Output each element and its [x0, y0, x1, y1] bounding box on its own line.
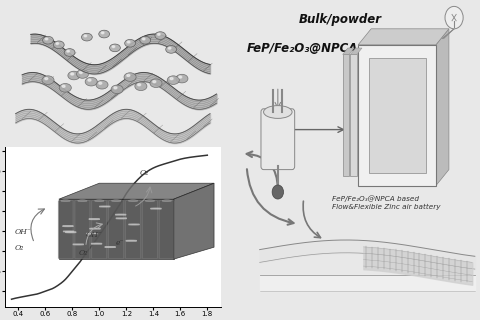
FancyBboxPatch shape: [58, 201, 73, 259]
Circle shape: [168, 47, 171, 49]
FancyBboxPatch shape: [109, 201, 124, 259]
Circle shape: [96, 80, 108, 89]
Circle shape: [63, 231, 74, 232]
Circle shape: [111, 85, 123, 94]
Circle shape: [157, 33, 160, 35]
Circle shape: [114, 87, 117, 89]
Circle shape: [167, 76, 180, 84]
Circle shape: [140, 36, 151, 44]
FancyBboxPatch shape: [343, 54, 349, 176]
Circle shape: [43, 36, 53, 44]
Polygon shape: [343, 48, 354, 54]
Circle shape: [151, 208, 161, 209]
Circle shape: [166, 45, 177, 53]
FancyBboxPatch shape: [75, 201, 90, 259]
Ellipse shape: [78, 200, 87, 202]
Circle shape: [82, 33, 92, 41]
Circle shape: [126, 240, 137, 241]
Circle shape: [179, 76, 182, 78]
Circle shape: [53, 41, 64, 49]
Circle shape: [99, 30, 109, 38]
Circle shape: [65, 232, 76, 233]
Ellipse shape: [264, 106, 292, 118]
Circle shape: [99, 206, 110, 207]
Ellipse shape: [128, 200, 138, 202]
Circle shape: [129, 224, 139, 225]
Circle shape: [89, 219, 100, 220]
Circle shape: [125, 39, 135, 47]
Circle shape: [176, 74, 188, 83]
Text: FeP/Fe₂O₃@NPCA based
Flow&Flexible Zinc air battery: FeP/Fe₂O₃@NPCA based Flow&Flexible Zinc …: [332, 195, 441, 210]
Circle shape: [90, 228, 100, 229]
Circle shape: [56, 43, 59, 44]
Ellipse shape: [145, 200, 155, 202]
Circle shape: [127, 41, 130, 43]
Text: FeP/Fe₂O₃@NPCA: FeP/Fe₂O₃@NPCA: [247, 42, 358, 55]
Circle shape: [153, 81, 156, 83]
Text: Bulk/powder: Bulk/powder: [299, 13, 382, 26]
Ellipse shape: [111, 200, 121, 202]
Circle shape: [45, 38, 48, 40]
Circle shape: [115, 214, 126, 215]
FancyBboxPatch shape: [143, 201, 157, 259]
Circle shape: [101, 32, 104, 34]
Polygon shape: [59, 199, 174, 259]
Circle shape: [143, 38, 145, 40]
Circle shape: [116, 218, 127, 219]
Ellipse shape: [162, 200, 171, 202]
Circle shape: [84, 35, 87, 37]
Circle shape: [73, 244, 84, 245]
Circle shape: [272, 185, 284, 199]
FancyBboxPatch shape: [159, 201, 174, 259]
Circle shape: [88, 79, 91, 81]
Polygon shape: [59, 183, 214, 199]
Polygon shape: [350, 48, 362, 54]
Circle shape: [135, 82, 147, 91]
FancyBboxPatch shape: [126, 201, 141, 259]
Circle shape: [45, 77, 48, 80]
Circle shape: [64, 49, 75, 56]
Text: OH⁻: OH⁻: [14, 228, 31, 236]
Circle shape: [76, 70, 89, 78]
Circle shape: [127, 75, 130, 76]
Circle shape: [138, 84, 141, 86]
Circle shape: [99, 82, 102, 84]
Text: O₂: O₂: [140, 169, 149, 177]
FancyBboxPatch shape: [92, 201, 107, 259]
Circle shape: [71, 73, 74, 75]
Circle shape: [155, 32, 166, 39]
Text: O₂: O₂: [79, 249, 88, 257]
FancyBboxPatch shape: [369, 58, 426, 173]
Circle shape: [112, 46, 115, 48]
FancyBboxPatch shape: [350, 54, 357, 176]
Circle shape: [91, 243, 102, 244]
Text: O₂: O₂: [14, 244, 24, 252]
Text: KOH
+
Zn(Ac)₂: KOH + Zn(Ac)₂: [391, 96, 424, 131]
Circle shape: [62, 85, 65, 87]
Circle shape: [170, 77, 173, 80]
Polygon shape: [358, 29, 449, 45]
Circle shape: [68, 71, 80, 80]
Circle shape: [42, 76, 54, 84]
Circle shape: [124, 73, 136, 81]
Text: e⁻: e⁻: [116, 239, 124, 247]
Circle shape: [67, 50, 70, 52]
Circle shape: [109, 44, 120, 52]
Circle shape: [85, 77, 97, 86]
Text: OH⁻: OH⁻: [86, 231, 103, 239]
Circle shape: [62, 226, 73, 227]
FancyBboxPatch shape: [261, 109, 295, 170]
Circle shape: [86, 233, 97, 234]
Ellipse shape: [95, 200, 104, 202]
Circle shape: [79, 71, 83, 74]
Ellipse shape: [61, 200, 70, 202]
Polygon shape: [174, 183, 214, 259]
Circle shape: [150, 79, 162, 87]
Circle shape: [445, 6, 463, 29]
FancyBboxPatch shape: [358, 45, 436, 186]
Circle shape: [59, 84, 72, 92]
Polygon shape: [436, 29, 449, 186]
